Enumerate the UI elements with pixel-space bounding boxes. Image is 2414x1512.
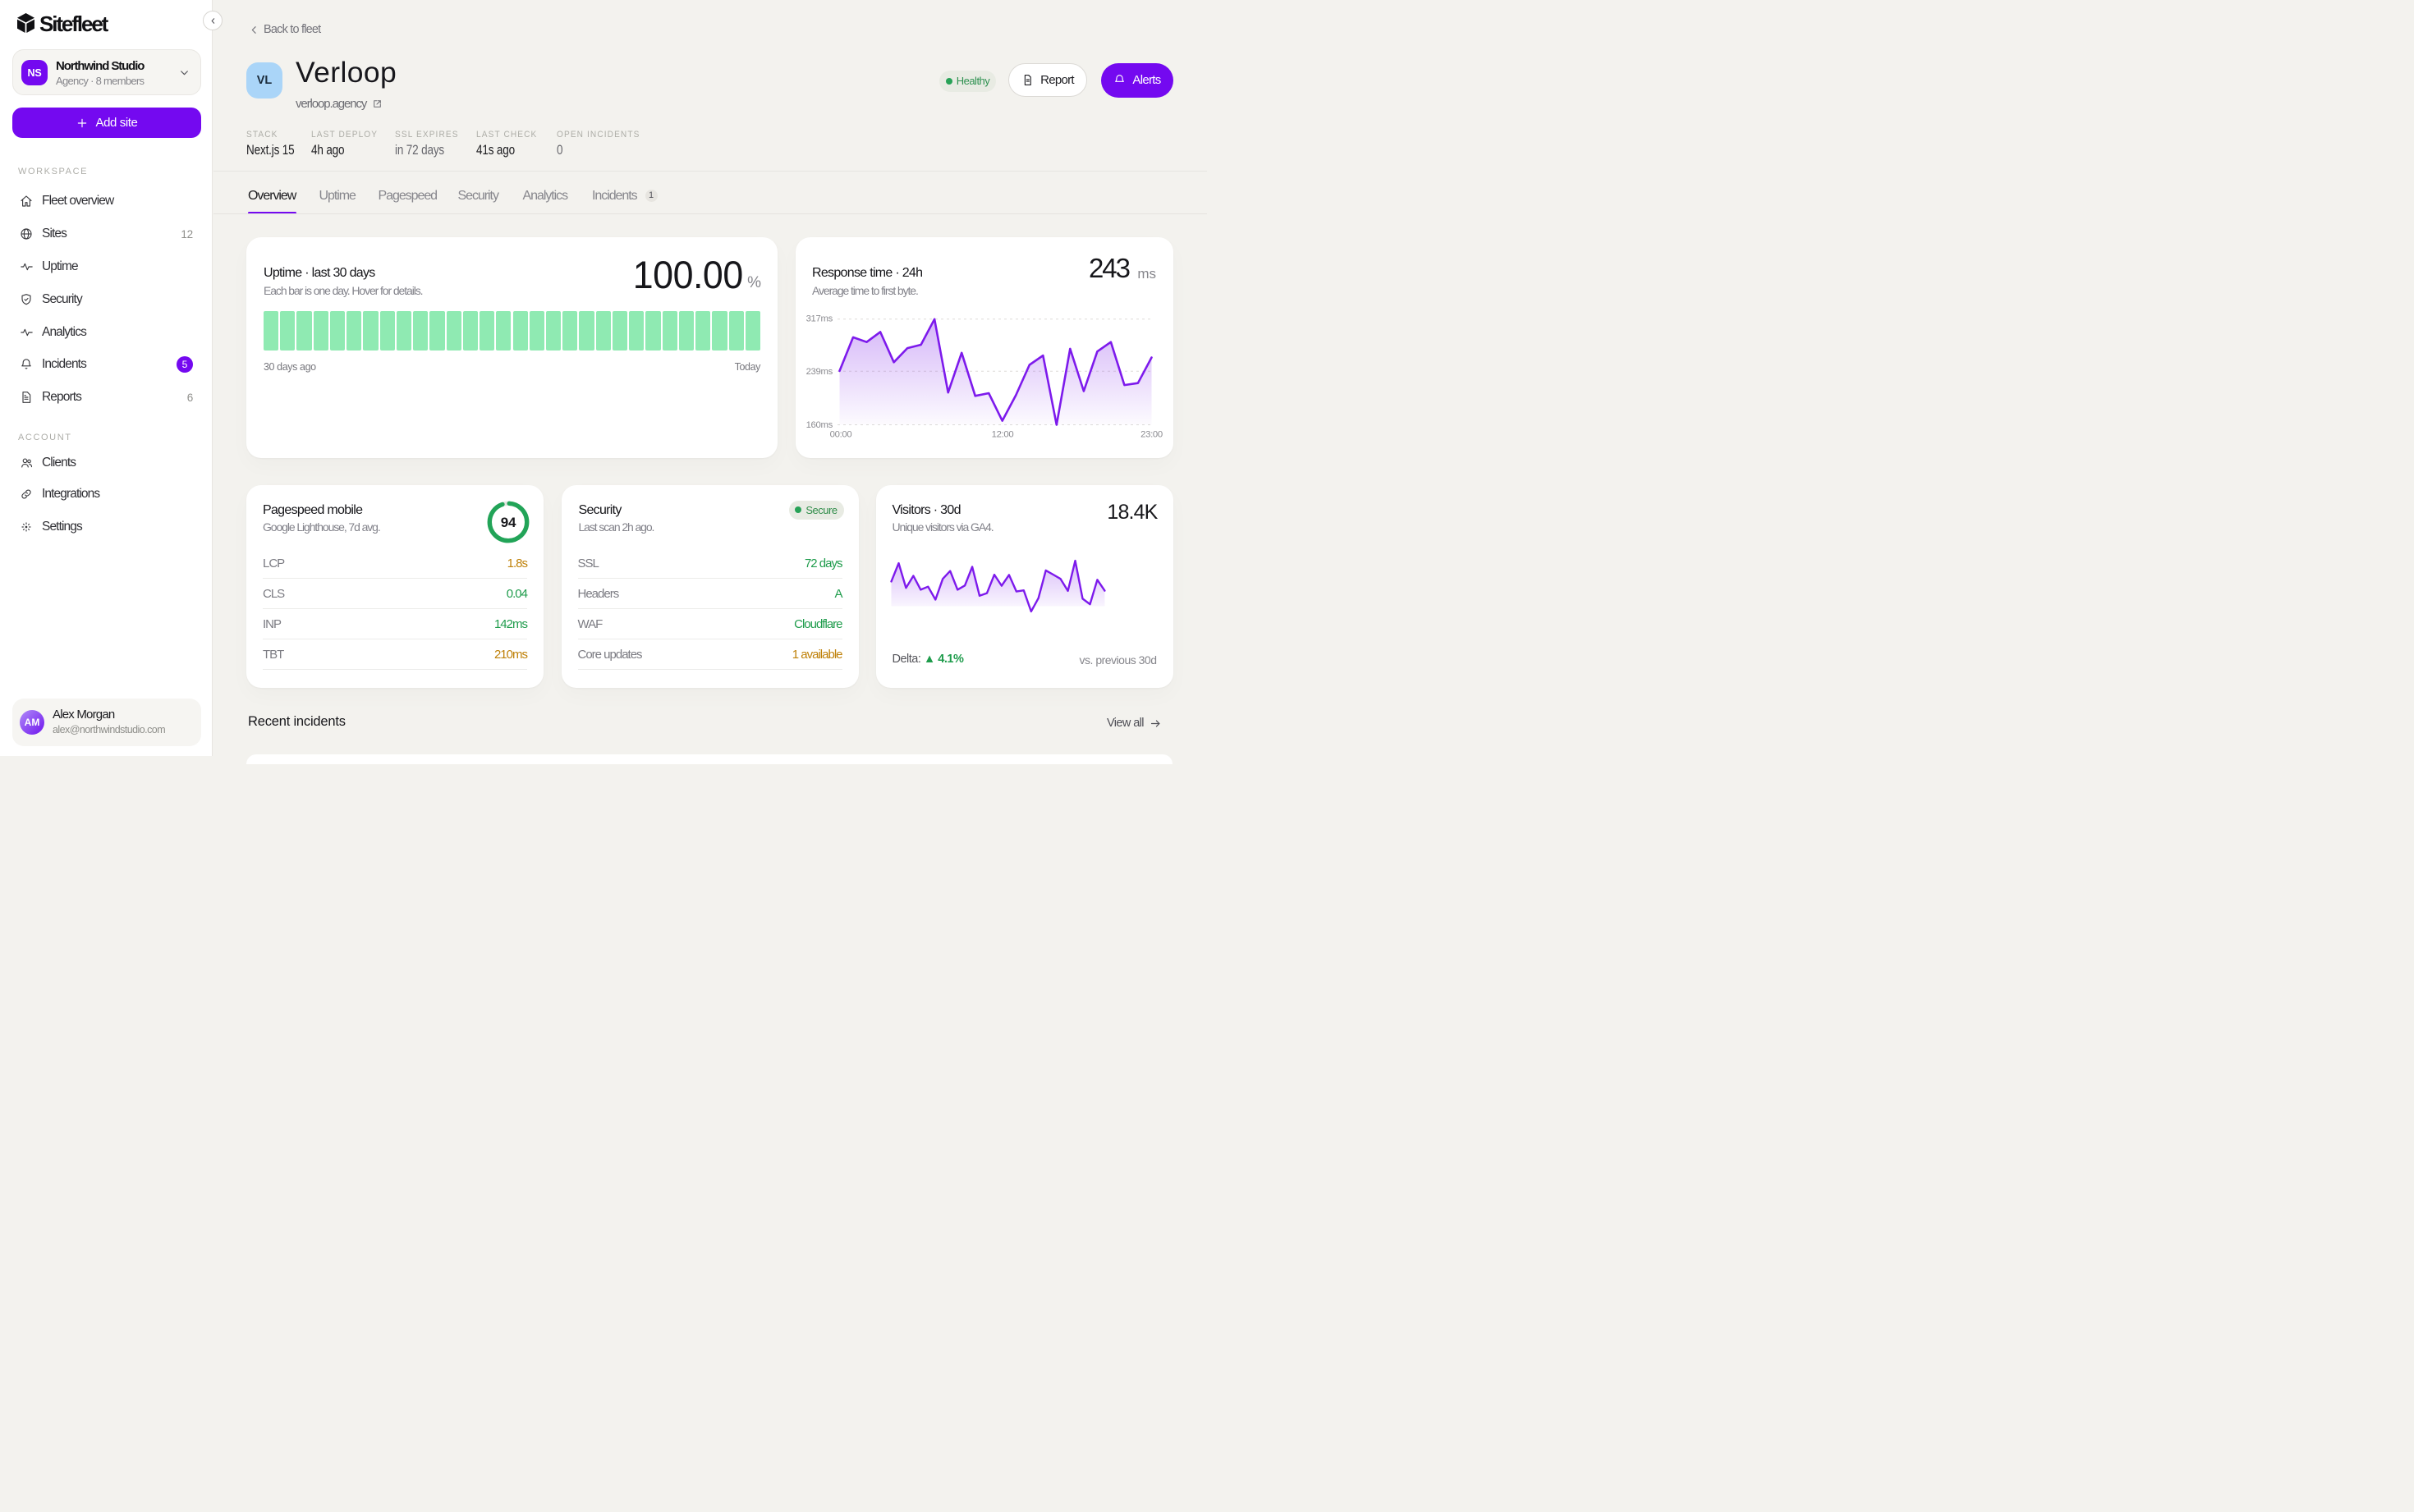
svg-text:317ms: 317ms: [806, 314, 833, 324]
svg-text:00:00: 00:00: [830, 430, 852, 440]
svg-text:12:00: 12:00: [992, 430, 1014, 440]
svg-text:160ms: 160ms: [806, 420, 833, 430]
svg-text:239ms: 239ms: [806, 367, 833, 377]
svg-text:23:00: 23:00: [1140, 430, 1163, 440]
svg-text:94: 94: [500, 515, 516, 530]
